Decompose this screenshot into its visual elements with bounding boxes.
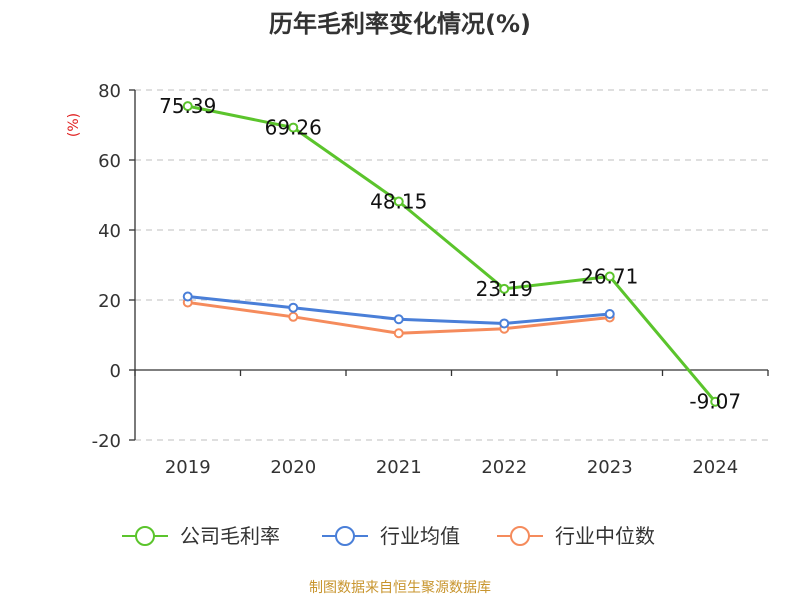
source-note: 制图数据来自恒生聚源数据库 [309, 580, 491, 596]
axes: 80 60 40 20 0 -20 2019 2020 2021 2022 2023 2024 [92, 81, 769, 478]
data-point [499, 283, 510, 294]
data-label: 26.71 [581, 265, 638, 289]
y-axis-label: (%) [66, 113, 82, 137]
legend-label: 行业中位数 [555, 524, 655, 548]
data-point [604, 309, 615, 319]
y-tick-label: -20 [92, 431, 121, 452]
series-line [187, 104, 717, 403]
data-point [710, 396, 721, 407]
x-tick-label: 2022 [481, 457, 527, 478]
data-point [604, 271, 615, 282]
y-tick-label: 60 [98, 151, 121, 172]
data-point [393, 328, 404, 339]
legend-marker [335, 526, 355, 546]
x-tick-label: 2020 [270, 457, 316, 478]
legend-marker [510, 526, 530, 546]
data-labels: 75.39 69.26 48.15 23.19 26.71 -9.07 [159, 94, 741, 414]
data-point [288, 302, 299, 313]
legend-label: 公司毛利率 [180, 524, 280, 548]
y-tick-label: 80 [98, 81, 121, 102]
x-tick-label: 2019 [165, 457, 211, 478]
data-label: 48.15 [370, 189, 427, 213]
data-point [288, 311, 299, 322]
x-tick-label: 2021 [376, 457, 422, 478]
data-point [393, 314, 404, 325]
data-point [499, 318, 510, 329]
x-tick-label: 2023 [587, 457, 633, 478]
data-label: 69.26 [265, 116, 322, 140]
y-tick-label: 40 [98, 221, 121, 242]
gridlines [135, 89, 768, 441]
y-tick-label: 0 [110, 361, 121, 382]
legend: 公司毛利率 行业均值 行业中位数 [122, 524, 655, 548]
series-lines [182, 101, 721, 407]
x-tick-label: 2024 [692, 457, 738, 478]
chart-title: 历年毛利率变化情况(%) [269, 10, 531, 38]
data-label: 23.19 [476, 277, 533, 301]
data-label: 75.39 [159, 94, 216, 118]
data-point [288, 122, 299, 133]
legend-marker [135, 526, 155, 546]
data-point [393, 196, 404, 207]
y-tick-label: 20 [98, 291, 121, 312]
legend-label: 行业均值 [380, 524, 460, 548]
data-label: -9.07 [689, 390, 741, 414]
data-point [182, 101, 193, 112]
data-point [182, 291, 193, 302]
